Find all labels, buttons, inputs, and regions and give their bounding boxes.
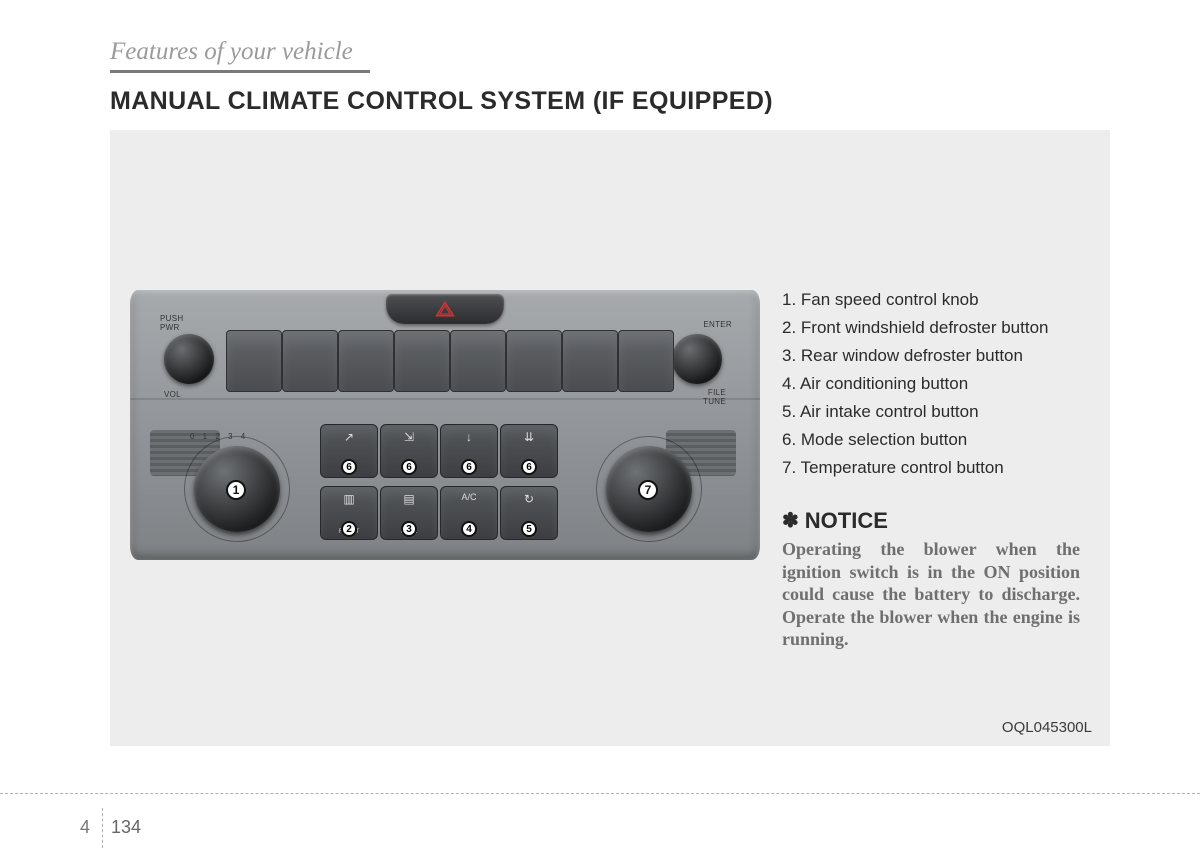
- mode-face-button: ↗6: [320, 424, 378, 478]
- chapter-title: Features of your vehicle: [110, 38, 370, 73]
- legend-item: 7. Temperature control button: [782, 458, 1086, 478]
- power-volume-knob: [164, 334, 214, 384]
- mode-bilevel-button: ⇲6: [380, 424, 438, 478]
- notice-body: Operating the blower when the ignition s…: [782, 538, 1086, 651]
- preset-button: [226, 330, 282, 392]
- preset-button: [394, 330, 450, 392]
- legend-item: 3. Rear window defroster button: [782, 346, 1086, 366]
- image-reference-code: OQL045300L: [1002, 719, 1092, 736]
- callout-3: 3: [401, 521, 417, 537]
- legend-item: 4. Air conditioning button: [782, 374, 1086, 394]
- legend-item: 2. Front windshield defroster button: [782, 318, 1086, 338]
- callout-4: 4: [461, 521, 477, 537]
- callout-1: 1: [226, 480, 246, 500]
- figure-container: PUSH PWR VOL ENTER FILE TUNE 1: [110, 130, 1110, 746]
- diagram-area: PUSH PWR VOL ENTER FILE TUNE 1: [110, 130, 770, 746]
- enter-label: ENTER: [703, 320, 732, 329]
- legend-item: 6. Mode selection button: [782, 430, 1086, 450]
- page-number-value: 134: [109, 817, 141, 837]
- fan-speed-knob: 1: [194, 446, 280, 532]
- legend-item: 5. Air intake control button: [782, 402, 1086, 422]
- preset-button: [450, 330, 506, 392]
- callout-6: 6: [341, 459, 357, 475]
- file-label: FILE TUNE: [703, 388, 726, 406]
- footer-rule: [0, 793, 1200, 794]
- callout-6c: 6: [461, 459, 477, 475]
- pwr-label: PUSH PWR: [160, 314, 183, 332]
- legend-list: 1. Fan speed control knob 2. Front winds…: [782, 290, 1086, 478]
- section-number: 4: [80, 817, 96, 837]
- legend-item: 1. Fan speed control knob: [782, 290, 1086, 310]
- preset-button: [562, 330, 618, 392]
- preset-button: [338, 330, 394, 392]
- preset-button: [282, 330, 338, 392]
- page-number: 4 134: [80, 808, 141, 848]
- hazard-button: [386, 294, 504, 324]
- tune-enter-knob: [672, 334, 722, 384]
- callout-5: 5: [521, 521, 537, 537]
- vol-label: VOL: [164, 390, 181, 399]
- notice-heading-text: NOTICE: [805, 508, 888, 533]
- notice-star-icon: ✽: [782, 510, 799, 532]
- callout-6b: 6: [401, 459, 417, 475]
- callout-6d: 6: [521, 459, 537, 475]
- mode-floor-defrost-button: ⇊6: [500, 424, 558, 478]
- radio-preset-row: [226, 330, 674, 392]
- air-intake-button: ↻5: [500, 486, 558, 540]
- preset-button: [506, 330, 562, 392]
- ac-button: A/C4: [440, 486, 498, 540]
- mode-floor-button: ↓6: [440, 424, 498, 478]
- mode-button-row: ↗6 ⇲6 ↓6 ⇊6: [320, 424, 558, 478]
- legend-column: 1. Fan speed control knob 2. Front winds…: [770, 130, 1110, 746]
- function-button-row: ▥FRONT2 ▤REAR3 A/C4 ↻5: [320, 486, 558, 540]
- notice-heading: ✽ NOTICE: [782, 508, 1086, 534]
- callout-7: 7: [638, 480, 658, 500]
- callout-2: 2: [341, 521, 357, 537]
- preset-button: [618, 330, 674, 392]
- fan-dial-marks: 0 1 2 3 4: [190, 432, 248, 441]
- rear-defrost-button: ▤REAR3: [380, 486, 438, 540]
- climate-control-panel: PUSH PWR VOL ENTER FILE TUNE 1: [130, 290, 760, 560]
- temperature-knob: 7: [606, 446, 692, 532]
- page-title: MANUAL CLIMATE CONTROL SYSTEM (IF EQUIPP…: [110, 87, 1100, 116]
- front-defrost-button: ▥FRONT2: [320, 486, 378, 540]
